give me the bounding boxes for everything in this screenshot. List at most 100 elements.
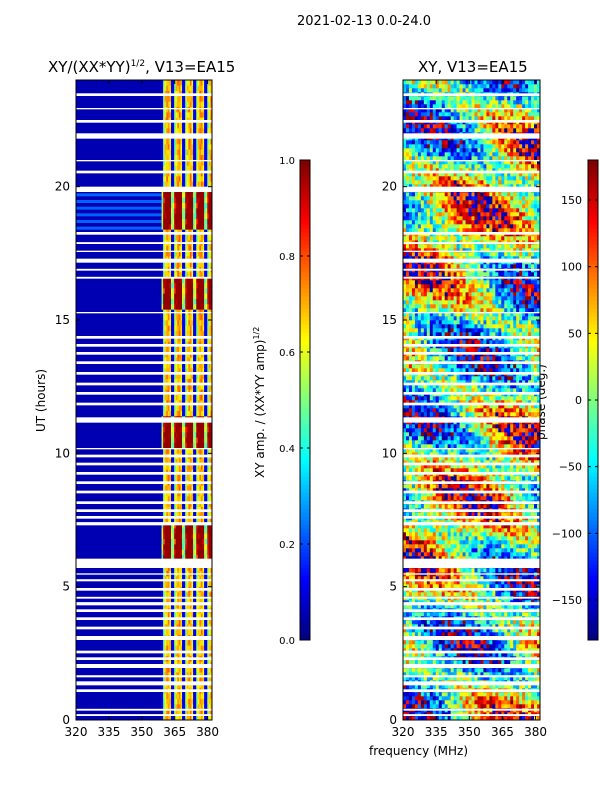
panel1-cell: [196, 277, 199, 283]
panel2-cell: [519, 696, 523, 701]
panel1-cell: [180, 378, 183, 385]
panel1-cell: [194, 538, 197, 545]
panel1-cell: [169, 373, 172, 379]
panel1-cell: [178, 522, 181, 529]
panel1-cell: [193, 672, 195, 678]
panel1-cell: [193, 704, 195, 710]
panel2-cell: [486, 700, 490, 705]
panel1-cell: [183, 362, 186, 369]
panel1-cell: [194, 394, 197, 401]
panel1-cell: [163, 437, 166, 443]
panel1-cell: [166, 320, 169, 326]
panel1-cell: [171, 677, 173, 683]
panel1-cell: [171, 597, 173, 603]
panel1-cell: [204, 613, 206, 619]
panel1-cell: [204, 650, 206, 657]
panel1-cell: [200, 426, 203, 433]
panel2-cell: [438, 668, 443, 673]
panel1-cell: [202, 282, 205, 289]
panel1-cell: [180, 464, 183, 470]
panel1-cell: [188, 613, 191, 619]
panel2-cell: [417, 640, 422, 645]
panel1-cell: [177, 672, 180, 678]
panel1-cell: [191, 645, 194, 651]
panel1-cell: [191, 442, 194, 449]
panel1-cell: [194, 592, 197, 598]
panel1-cell: [204, 421, 206, 427]
panel1-cell: [172, 549, 175, 555]
panel1-cell: [207, 378, 210, 385]
panel2-cell: [405, 700, 410, 705]
panel1-cell: [200, 293, 203, 299]
panel2-cell: [465, 692, 469, 697]
panel1-cell: [194, 304, 197, 310]
panel1-cell: [191, 485, 194, 491]
panel1-cell: [189, 346, 192, 353]
panel1-cell: [200, 592, 203, 598]
panel1-cell: [199, 378, 202, 385]
panel1-cell: [171, 698, 173, 705]
panel1-cell: [180, 346, 183, 353]
panel1-cell: [163, 320, 166, 326]
panel1-cell: [202, 394, 205, 401]
panel1-cell: [167, 496, 170, 502]
panel1-cell: [166, 298, 169, 305]
panel1-cell: [193, 618, 195, 625]
panel1-cell: [208, 410, 211, 417]
panel2-cell: [534, 660, 538, 665]
panel1-cell: [208, 496, 211, 502]
panel1-cell: [182, 592, 184, 598]
panel1-cell: [197, 304, 200, 310]
panel1-cell: [207, 373, 210, 379]
panel2-cell: [483, 668, 487, 673]
panel1-cell: [172, 522, 175, 529]
panel2-cell: [441, 620, 445, 625]
panel1-cell: [171, 496, 173, 502]
panel1-cell: [196, 602, 199, 609]
panel2-cell: [504, 700, 508, 705]
panel1-cell: [194, 298, 197, 305]
panel1-cell: [210, 320, 213, 326]
panel1-cell: [174, 554, 177, 561]
panel1-cell: [163, 517, 166, 523]
panel1-cell: [175, 474, 178, 481]
panel2-cell: [474, 700, 478, 705]
panel1-cell: [194, 528, 197, 534]
panel1-cell: [175, 314, 178, 321]
panel1-cell: [177, 320, 180, 326]
panel1-cell: [174, 352, 177, 358]
panel1-cell: [188, 330, 191, 337]
panel1-cell: [172, 714, 175, 721]
panel1-cell: [166, 378, 169, 385]
panel2-cell: [525, 696, 529, 701]
panel1-cell: [191, 352, 194, 358]
panel1-cell: [197, 496, 200, 502]
panel2-cell: [453, 620, 457, 625]
panel1-cell: [174, 496, 177, 502]
panel1-cell: [194, 554, 197, 561]
panel2-cell: [411, 704, 416, 709]
panel1-cell: [178, 378, 181, 385]
panel1-cell: [166, 352, 169, 358]
panel1-cell: [205, 314, 208, 321]
panel1-cell: [177, 272, 180, 278]
panel1-cell: [204, 672, 206, 678]
panel1-cell: [185, 565, 188, 571]
panel1-cell: [186, 288, 189, 294]
panel1-cell: [194, 512, 197, 518]
panel2-cell: [483, 632, 487, 637]
panel1-cell: [164, 704, 167, 710]
panel1-cell: [161, 293, 164, 299]
panel1-cell: [183, 538, 186, 545]
panel1-cell: [205, 522, 208, 529]
panel1-cell: [188, 496, 191, 502]
panel1-cell: [183, 640, 186, 646]
panel1-cell: [202, 517, 205, 523]
panel1-cell: [174, 384, 177, 390]
panel1-cell: [210, 496, 213, 502]
panel1-cell: [207, 565, 210, 571]
panel2-cell: [426, 700, 431, 705]
panel1-cell: [177, 704, 180, 710]
panel2-cell: [423, 696, 428, 701]
panel1-cell: [167, 597, 170, 603]
